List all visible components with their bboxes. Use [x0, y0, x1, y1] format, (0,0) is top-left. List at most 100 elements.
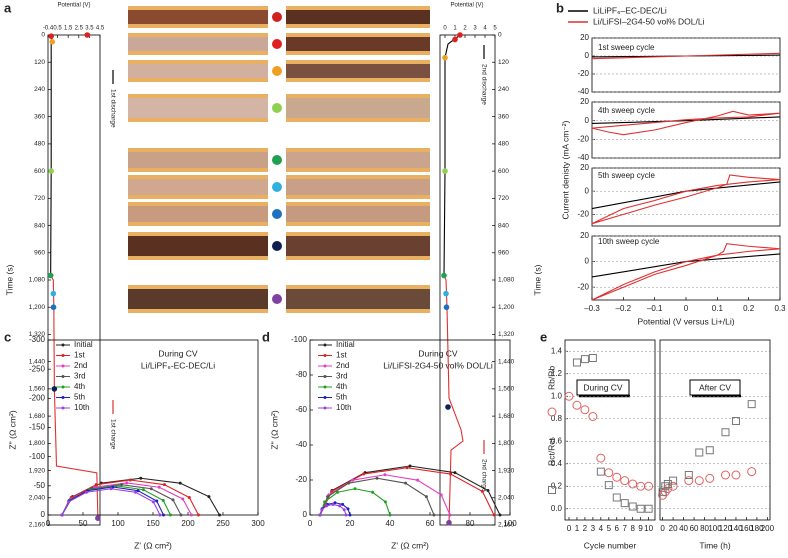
- y-tick-label: -40: [577, 87, 589, 96]
- marker: [661, 482, 670, 491]
- legend-label: 2nd: [74, 361, 87, 370]
- x-tick-label: 50: [79, 519, 88, 528]
- strip: [128, 10, 268, 24]
- x-tick-label: 120: [719, 524, 733, 533]
- marker: [169, 513, 172, 517]
- subplot-title: 4th sweep cycle: [598, 106, 655, 115]
- marker: [197, 513, 200, 517]
- marker: [480, 489, 484, 493]
- series-line: [61, 488, 161, 516]
- strip: [128, 152, 268, 168]
- marker: [218, 513, 221, 517]
- x-axis-label: Cycle number: [584, 540, 637, 550]
- legend-label: Rb/Rb: [546, 366, 556, 390]
- marker: [442, 168, 448, 174]
- x-tick-label: 0.5: [53, 26, 62, 32]
- y-tick-label: 360: [498, 113, 509, 120]
- marker: [548, 486, 556, 494]
- marker: [155, 499, 159, 503]
- y-tick-label: 2,040: [29, 494, 46, 501]
- strip: [286, 206, 430, 222]
- marker: [331, 503, 335, 506]
- x-tick-label: -0.4: [43, 26, 54, 32]
- x-tick-label: 1: [575, 524, 580, 533]
- marker: [446, 519, 452, 526]
- chart-subtitle: Li/LiFSI-2G4-50 vol% DOL/Li: [383, 360, 493, 370]
- marker: [721, 428, 730, 437]
- y-tick-label: 840: [34, 222, 45, 229]
- marker: [125, 481, 129, 485]
- marker: [404, 481, 408, 485]
- marker: [61, 385, 65, 389]
- y-tick-label: -80: [295, 370, 307, 379]
- legend-label: 2nd charge: [480, 459, 487, 492]
- strip: [286, 179, 430, 195]
- series-line: [319, 477, 435, 516]
- stage-dot: [272, 294, 282, 304]
- marker: [323, 396, 327, 399]
- x-tick-label: 3: [473, 26, 477, 32]
- legend-label: LiLiPF₆–EC-DEC/Li: [593, 5, 667, 15]
- marker: [731, 470, 741, 480]
- y-tick-label: 480: [498, 141, 509, 148]
- marker: [564, 391, 574, 401]
- stage-dot: [272, 241, 282, 251]
- chart-subtitle: Li/LiPF₆-EC-DEC/Li: [141, 360, 215, 370]
- y-tick-label: -60: [295, 405, 307, 414]
- x-axis-label: Z' (Ω cm²): [134, 540, 172, 550]
- marker: [323, 354, 327, 357]
- marker: [644, 504, 653, 513]
- x-tick-label: 200: [181, 519, 195, 528]
- marker: [48, 33, 54, 39]
- legend-label: Rct/Rct: [546, 437, 556, 466]
- marker: [588, 354, 597, 362]
- y-tick-label: -20: [577, 134, 589, 143]
- y-tick-label: 960: [34, 249, 45, 256]
- y-tick-label: 0: [41, 510, 46, 519]
- stage-dot: [272, 66, 282, 76]
- legend-label: 4th: [74, 382, 85, 391]
- x-tick-label: 80: [466, 519, 475, 528]
- marker: [620, 476, 630, 486]
- y-tick-label: 20: [580, 97, 589, 106]
- marker: [323, 364, 327, 368]
- series-line: [443, 275, 464, 523]
- y-tick-label: 1,560: [498, 386, 515, 393]
- y-tick-label: 20: [580, 33, 589, 42]
- series-line: [50, 34, 54, 276]
- marker: [695, 448, 704, 457]
- y-tick-label: -100: [291, 335, 308, 344]
- marker: [448, 513, 452, 517]
- marker: [50, 290, 57, 297]
- x-axis-label: Potential (V): [57, 3, 90, 9]
- chart-title: During CV: [418, 348, 458, 358]
- x-tick-label: 40: [386, 519, 395, 528]
- chart-title: During CV: [158, 348, 198, 358]
- series-line: [591, 243, 781, 301]
- y-axis-label: Time (s): [532, 264, 542, 295]
- marker: [94, 483, 98, 487]
- legend-label: Initial: [74, 340, 93, 349]
- y-tick-label: 0.2: [551, 481, 563, 490]
- marker: [187, 496, 191, 499]
- y-tick-label: 0.0: [551, 504, 563, 513]
- y-tick-label: 120: [498, 59, 509, 66]
- marker: [109, 487, 113, 491]
- marker: [705, 473, 715, 483]
- legend-label: 1st discharge: [109, 89, 116, 128]
- marker: [441, 272, 447, 279]
- marker: [134, 490, 137, 494]
- marker: [452, 36, 458, 43]
- strip: [286, 152, 430, 168]
- y-tick-label: 1,680: [498, 413, 515, 420]
- marker: [336, 490, 340, 494]
- x-tick-label: 0: [46, 519, 51, 528]
- series-line: [591, 52, 781, 60]
- y-tick-label: -200: [29, 393, 46, 402]
- x-tick-label: 60: [690, 524, 699, 533]
- marker: [325, 504, 329, 508]
- y-tick-label: 0: [585, 257, 590, 266]
- marker: [371, 490, 375, 494]
- y-tick-label: -100: [29, 452, 46, 461]
